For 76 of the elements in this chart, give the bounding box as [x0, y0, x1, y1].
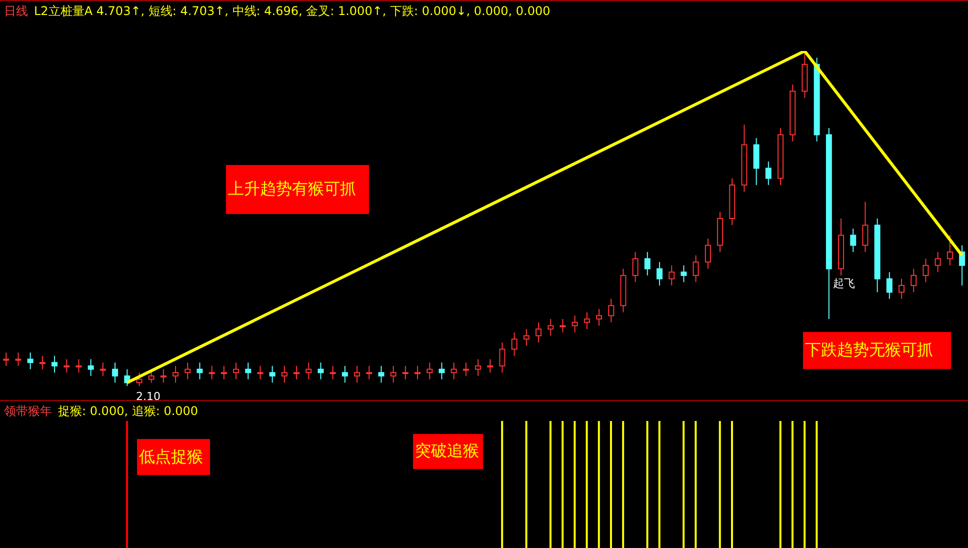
annotation: 起飞	[833, 276, 856, 292]
candlestick	[608, 298, 614, 323]
candlestick	[584, 312, 590, 330]
candlestick	[462, 362, 469, 376]
candlestick	[390, 365, 396, 384]
candlestick	[596, 308, 602, 326]
candlestick	[656, 262, 663, 286]
candlestick	[27, 352, 34, 370]
candlestick	[548, 318, 554, 336]
candlestick	[160, 368, 166, 384]
candlestick	[668, 264, 675, 286]
candlestick	[112, 362, 118, 384]
candlestick	[294, 365, 300, 380]
candlestick	[632, 252, 638, 283]
candlestick	[76, 358, 82, 374]
annotation: 低点捉猴	[137, 439, 210, 475]
candlestick	[753, 138, 760, 186]
candlestick	[184, 362, 191, 380]
candlestick	[196, 362, 203, 380]
candlestick	[475, 358, 482, 376]
candlestick	[450, 362, 457, 380]
candlestick	[100, 362, 106, 376]
candlestick	[354, 365, 360, 384]
candlestick	[220, 365, 227, 380]
candlestick	[438, 362, 445, 380]
candlestick	[886, 272, 892, 300]
candlestick	[52, 355, 58, 374]
candlestick	[536, 322, 542, 343]
candlestick	[245, 362, 252, 380]
candlestick	[511, 332, 518, 356]
candlestick	[64, 358, 70, 374]
chart-subtitle: 捉猴: 0.000, 追猴: 0.000	[58, 403, 198, 420]
candlestick	[172, 365, 179, 384]
candlestick	[765, 161, 772, 186]
candlestick	[269, 365, 276, 384]
candlestick	[233, 362, 240, 380]
candlestick	[946, 234, 953, 266]
candlestick	[88, 358, 94, 376]
candlestick	[910, 268, 917, 293]
chart-title: 日线	[4, 3, 28, 20]
candlestick	[644, 252, 650, 276]
candlestick	[136, 372, 142, 386]
candlestick	[208, 365, 215, 380]
candlestick	[850, 228, 856, 252]
candlestick	[378, 365, 384, 384]
candlestick	[487, 358, 494, 374]
candlestick	[426, 362, 433, 380]
chart-title: 领带猴年	[4, 403, 52, 420]
annotation: 下跌趋势无猴可抓	[803, 332, 951, 369]
annotation: 突破追猴	[413, 434, 483, 469]
candlestick	[680, 264, 687, 283]
candlestick	[572, 315, 578, 333]
candlestick	[366, 365, 372, 380]
candlestick	[898, 278, 905, 300]
candlestick	[3, 352, 10, 366]
candlestick	[257, 365, 264, 380]
candlestick	[862, 201, 868, 252]
candlestick	[281, 365, 288, 384]
candlestick	[499, 342, 506, 374]
candlestick	[330, 365, 336, 380]
candlestick	[523, 328, 530, 346]
candlestick	[414, 365, 421, 380]
candlestick	[318, 362, 324, 380]
candlestick	[402, 365, 408, 380]
chart-subtitle: L2立桩量A 4.703↑, 短线: 4.703↑, 中线: 4.696, 金叉: 1.000↑, 下跌: 0.000↓, 0.000, 0.000	[34, 3, 550, 20]
annotation: 上升趋势有猴可抓	[226, 165, 369, 214]
text: 2.10	[136, 389, 162, 403]
candlestick	[560, 318, 566, 333]
candlestick	[39, 355, 46, 370]
candlestick	[306, 362, 312, 380]
candlestick	[692, 254, 699, 283]
candlestick	[704, 238, 711, 270]
candlestick	[15, 352, 22, 366]
candlestick	[922, 258, 929, 283]
candlestick	[342, 365, 348, 384]
candlestick	[934, 252, 941, 273]
